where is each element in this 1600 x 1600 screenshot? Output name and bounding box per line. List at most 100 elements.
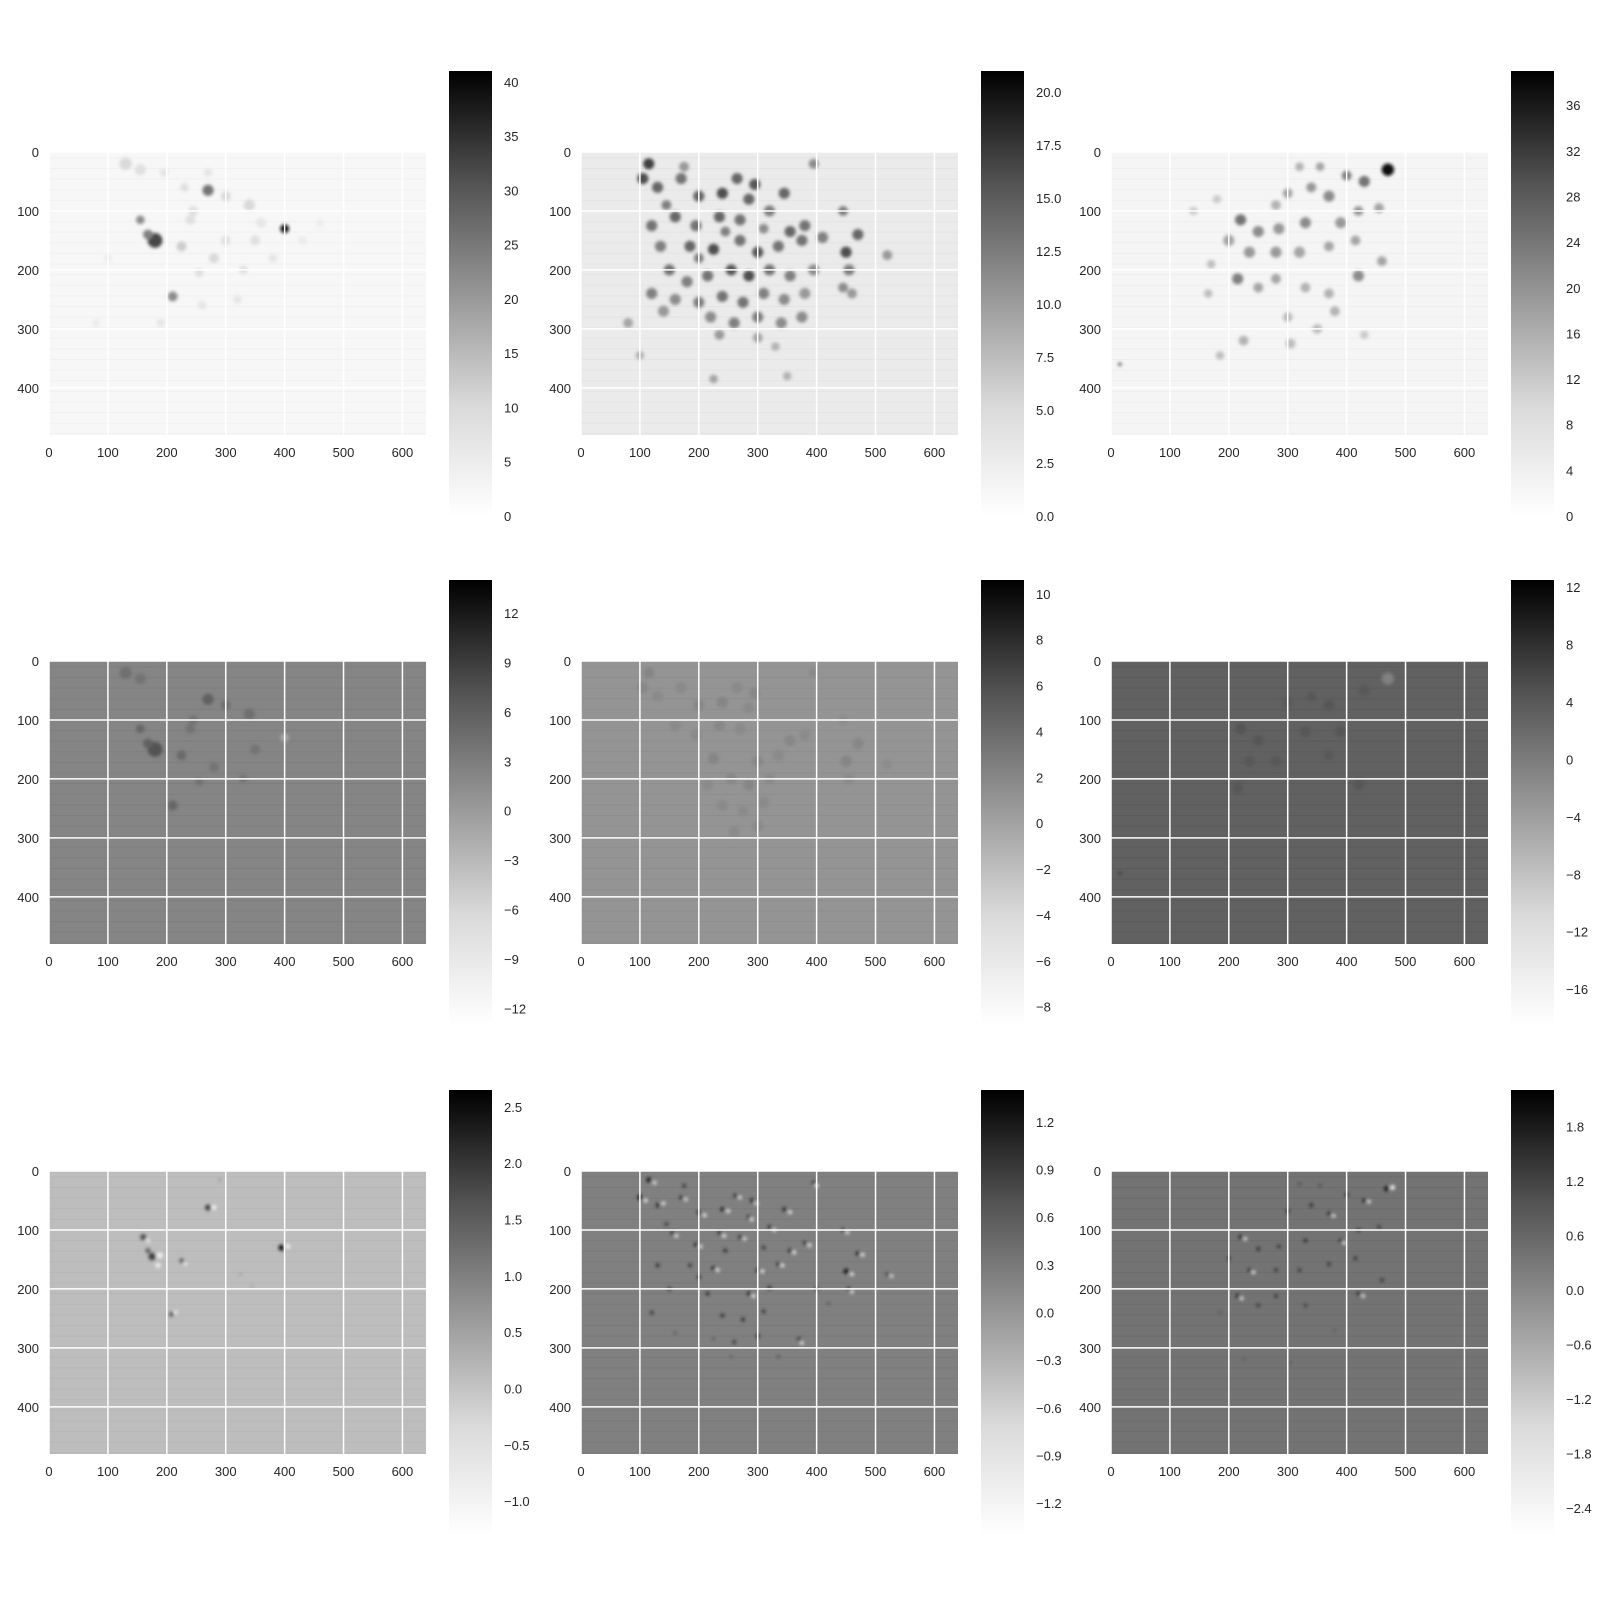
x-tick-label: 200 [688, 445, 710, 460]
x-tick-label: 600 [392, 445, 414, 460]
colorbar-tick-label: 12 [504, 606, 518, 621]
colorbar-tick-label: 0.6 [1566, 1228, 1584, 1243]
x-tick-label: 200 [1218, 445, 1240, 460]
colorbar-tick-label: 10.0 [1036, 297, 1061, 312]
spot [797, 1337, 801, 1341]
spot [720, 1313, 725, 1318]
spot [1362, 1198, 1367, 1203]
spot [1293, 246, 1306, 258]
x-tick-label: 0 [45, 1464, 52, 1479]
colorbar-tick-label: 25 [504, 238, 518, 253]
spot [784, 735, 796, 747]
spot [669, 720, 681, 732]
spot [705, 1291, 710, 1296]
y-tick-label: 0 [1094, 654, 1101, 669]
spot [802, 1241, 807, 1245]
spot [1352, 270, 1364, 282]
spot [723, 1248, 728, 1253]
spot [782, 1207, 787, 1212]
spot [1331, 1213, 1336, 1218]
spot [690, 220, 702, 232]
x-tick-label: 600 [1454, 445, 1476, 460]
spot [728, 317, 740, 329]
colorbar-tick-label: 5.0 [1036, 403, 1054, 418]
spot [675, 681, 687, 694]
spot [256, 217, 267, 228]
x-tick-label: 300 [215, 1464, 237, 1479]
spot [758, 796, 770, 809]
y-tick-label: 400 [17, 1400, 39, 1415]
spot [185, 214, 196, 225]
x-tick-label: 500 [865, 1464, 887, 1479]
y-tick-label: 400 [549, 1400, 571, 1415]
spot [233, 295, 242, 304]
spot-layer [623, 158, 893, 384]
x-tick-label: 0 [1107, 1464, 1114, 1479]
colorbar-tick-label: 4 [1566, 695, 1573, 710]
spot [134, 164, 146, 176]
spot [1306, 691, 1317, 702]
y-tick-label: 0 [564, 145, 571, 160]
spot [688, 1263, 692, 1268]
y-tick-label: 400 [17, 381, 39, 396]
spot [705, 311, 717, 323]
spot [1324, 241, 1334, 252]
spot [690, 729, 702, 741]
x-tick-label: 100 [1159, 1464, 1181, 1479]
colorbar-tick-label: 1.0 [504, 1269, 522, 1284]
spot [777, 1355, 780, 1358]
spot [1323, 190, 1335, 202]
colorbar-tick-label: 0 [504, 804, 511, 819]
spot [1270, 755, 1282, 767]
spot [119, 157, 132, 170]
spot [239, 1272, 242, 1276]
x-tick-label: 100 [1159, 445, 1181, 460]
colorbar-tick-label: 15 [504, 346, 518, 361]
spot [1117, 871, 1122, 876]
spot [716, 696, 728, 708]
colorbar-tick-label: 4 [1566, 463, 1573, 478]
spot [889, 1274, 894, 1278]
spot [840, 755, 852, 767]
spot [1212, 194, 1222, 204]
spot [714, 329, 725, 340]
colorbar-tick-label: −1.8 [1566, 1446, 1592, 1461]
spot [796, 234, 808, 247]
colorbar-tick-label: 1.5 [504, 1213, 522, 1228]
spot [1235, 1294, 1240, 1298]
spot [652, 690, 664, 702]
spot [661, 1201, 666, 1206]
colorbar-tick-label: −1.2 [1566, 1392, 1592, 1407]
colorbar [1511, 580, 1554, 1025]
colorbar-tick-label: −6 [1036, 954, 1051, 969]
colorbar-tick-label: −0.3 [1036, 1353, 1062, 1368]
spot [1270, 273, 1281, 284]
y-tick-label: 300 [1079, 831, 1101, 846]
spot [743, 702, 755, 714]
spot [799, 287, 811, 300]
spot [143, 738, 153, 749]
colorbar-tick-label: −0.6 [1566, 1337, 1592, 1352]
image-background [581, 152, 958, 435]
x-tick-label: 500 [865, 445, 887, 460]
x-tick-label: 300 [215, 445, 237, 460]
colorbar-tick-label: 1.2 [1036, 1115, 1054, 1130]
spot [173, 1310, 178, 1315]
image-background [49, 152, 426, 435]
x-tick-label: 500 [1395, 1464, 1417, 1479]
y-tick-label: 300 [17, 831, 39, 846]
y-tick-label: 200 [549, 772, 571, 787]
spot [1232, 782, 1244, 794]
spot [119, 666, 132, 679]
spot [1358, 175, 1370, 188]
colorbar-tick-label: 20.0 [1036, 85, 1061, 100]
spot [1359, 330, 1369, 340]
spot [780, 1263, 785, 1268]
colorbar-tick-label: 1.2 [1566, 1174, 1584, 1189]
spot [1338, 1238, 1343, 1243]
spot [155, 1262, 161, 1268]
y-tick-label: 0 [1094, 145, 1101, 160]
spot [1318, 1184, 1322, 1187]
x-tick-label: 400 [1336, 1464, 1358, 1479]
spot [623, 318, 634, 328]
